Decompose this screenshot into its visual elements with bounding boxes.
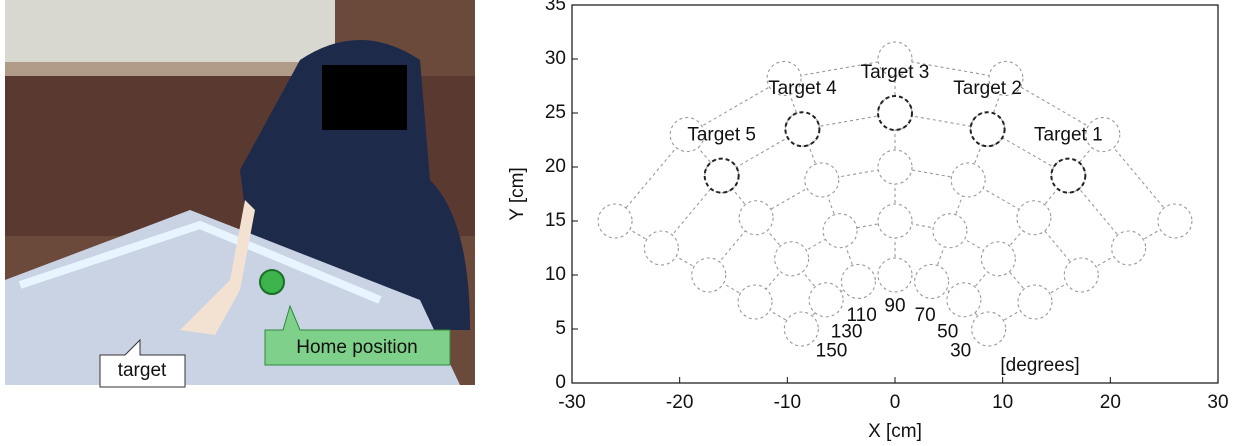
callout-label: Home position: [296, 337, 417, 358]
angle-unit: [degrees]: [1000, 355, 1079, 376]
callout-label: target: [118, 360, 167, 381]
angle-label: 130: [831, 321, 863, 342]
target-label: Target 5: [687, 125, 756, 146]
x-tick-label: 10: [992, 392, 1013, 413]
target-circle: [739, 201, 773, 235]
y-tick-label: 10: [545, 264, 566, 285]
target-circle: [915, 264, 949, 298]
target-label: Target 2: [953, 78, 1022, 99]
target-circle: [841, 264, 875, 298]
photo: Home position target: [5, 0, 475, 387]
x-axis-label: X [cm]: [868, 421, 922, 442]
target-circle: [809, 283, 843, 317]
x-tick-label: 30: [1207, 392, 1228, 413]
target-circle: [972, 312, 1006, 346]
target-label: Target 3: [861, 62, 930, 83]
target-circle: [1064, 258, 1098, 292]
y-tick-label: 15: [545, 210, 566, 231]
target-circle: [784, 312, 818, 346]
target-circle: [1017, 201, 1051, 235]
y-tick-label: 25: [545, 102, 566, 123]
angle-label: 150: [816, 341, 848, 362]
target-circle: [947, 283, 981, 317]
target-circle: [805, 163, 839, 197]
target-label: Target 1: [1034, 125, 1103, 146]
target-circle: [1158, 204, 1192, 238]
x-tick-label: -20: [666, 392, 693, 413]
y-tick-label: 0: [555, 372, 566, 393]
target-circle: [933, 214, 967, 248]
target-circle: [878, 258, 912, 292]
x-tick-label: -30: [558, 392, 585, 413]
y-tick-label: 30: [545, 48, 566, 69]
target-circle: [823, 214, 857, 248]
figure: Home position target X [cm] Y [cm] [degr…: [0, 0, 1247, 446]
target-circle: [598, 204, 632, 238]
window-blinds: [5, 0, 335, 62]
target-circle: [878, 204, 912, 238]
target-label: Target 4: [768, 78, 837, 99]
target-circle: [951, 163, 985, 197]
face-mask: [322, 65, 407, 130]
target-circle: [738, 285, 772, 319]
target-circle: [692, 258, 726, 292]
target-circle: [644, 231, 678, 265]
home-position-marker: [260, 270, 284, 294]
x-tick-label: 20: [1100, 392, 1121, 413]
angle-label: 70: [915, 305, 936, 326]
target-circle: [878, 150, 912, 184]
y-tick-label: 20: [545, 156, 566, 177]
target-circle: [775, 242, 809, 276]
x-tick-label: 0: [890, 392, 901, 413]
angle-label: 30: [950, 341, 971, 362]
y-tick-label: 35: [545, 0, 566, 15]
x-tick-label: -10: [774, 392, 801, 413]
window-sill: [5, 62, 335, 76]
y-axis-label: Y [cm]: [507, 167, 528, 221]
angle-label: 90: [884, 295, 905, 316]
target-circle: [981, 242, 1015, 276]
target-circle: [1018, 285, 1052, 319]
y-tick-label: 5: [555, 318, 566, 339]
target-circle: [1112, 231, 1146, 265]
angle-label: 50: [937, 321, 958, 342]
